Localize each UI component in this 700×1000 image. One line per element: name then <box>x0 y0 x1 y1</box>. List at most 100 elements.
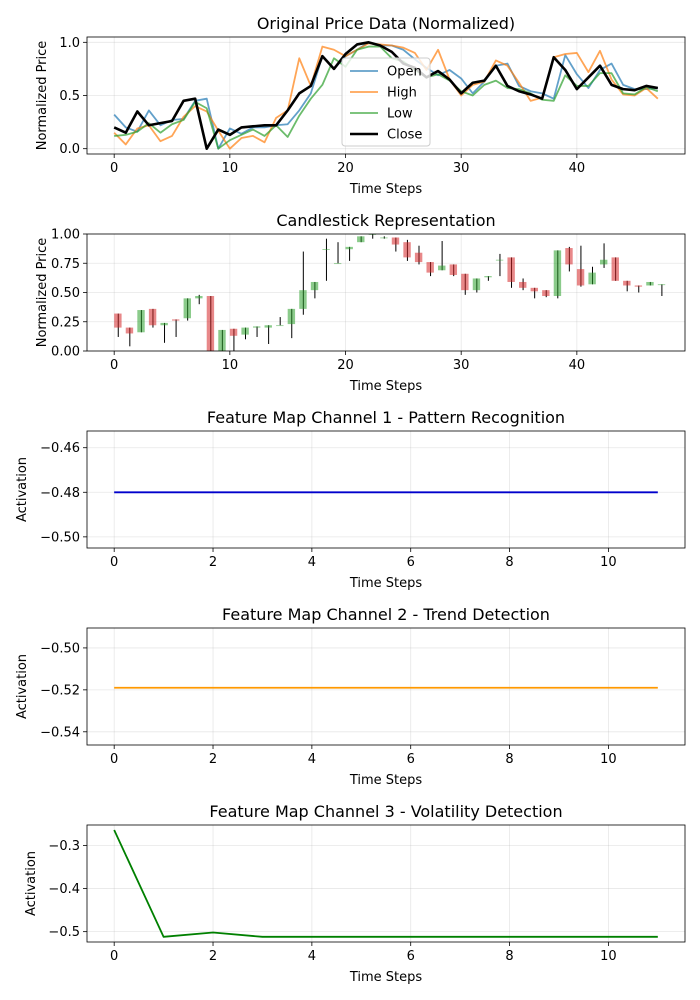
candle-body-down <box>403 242 411 258</box>
x-tick-label: 4 <box>308 555 316 570</box>
candle-body-up <box>183 298 191 319</box>
candle-body-up <box>241 327 249 335</box>
candle-body-up <box>484 276 492 278</box>
chart-title: Feature Map Channel 2 - Trend Detection <box>222 605 550 624</box>
candle-body-down <box>634 285 643 287</box>
y-tick-label: 0.25 <box>51 315 80 330</box>
candle-body-up <box>322 249 330 251</box>
x-tick-label: 6 <box>407 555 415 570</box>
x-tick-label: 2 <box>209 555 217 570</box>
legend: Open High Low Close <box>341 57 431 147</box>
y-axis-label: Activation <box>24 851 39 916</box>
candle-body-up <box>599 259 608 265</box>
candle-body-down <box>172 319 180 321</box>
candle-body-down <box>391 237 400 245</box>
chart-panel-3: 0 2 4 6 8 10 −0.50 −0.48 −0.46 Feature Map Channe… <box>15 408 686 591</box>
candle-body-up <box>345 246 353 250</box>
legend-label-high: High <box>387 86 417 101</box>
x-axis-label: Time Steps <box>349 379 423 394</box>
x-tick-label: 0 <box>110 161 118 176</box>
candle-body-down <box>449 264 458 275</box>
candle-body-down <box>519 281 527 288</box>
y-tick-label: −0.50 <box>40 641 80 656</box>
x-tick-label: 0 <box>110 555 118 570</box>
x-tick-label: 8 <box>505 949 513 964</box>
x-tick-label: 10 <box>600 752 617 767</box>
candle-body-up <box>252 326 261 328</box>
candle-body-up <box>495 259 504 261</box>
x-tick-label: 30 <box>453 161 470 176</box>
legend-label-close: Close <box>387 128 422 143</box>
candle-body-down <box>114 313 122 328</box>
y-tick-label: −0.48 <box>40 486 80 501</box>
plot-area <box>113 41 659 150</box>
candle-body-up <box>333 263 342 265</box>
y-tick-label: −0.4 <box>48 882 80 897</box>
chart-title: Feature Map Channel 3 - Volatility Detec… <box>209 802 562 821</box>
axes-frame <box>86 627 686 746</box>
candle-body-down <box>530 287 538 292</box>
y-axis-label: Activation <box>15 654 30 719</box>
x-tick-label: 20 <box>337 358 354 373</box>
candle-body-up <box>310 281 319 291</box>
series-line-low <box>114 45 659 150</box>
candle-body-up <box>264 325 272 328</box>
axes-frame <box>86 430 686 549</box>
plot-area <box>113 829 658 938</box>
x-tick-label: 8 <box>505 555 513 570</box>
candle-body-up <box>657 284 666 286</box>
y-tick-label: 1.0 <box>59 36 80 51</box>
x-tick-label: 40 <box>569 358 586 373</box>
candle-body-up <box>195 296 203 299</box>
y-tick-label: −0.54 <box>40 725 80 740</box>
y-axis-label: Normalized Price <box>35 238 50 348</box>
x-tick-label: 0 <box>110 949 118 964</box>
candle-body-down <box>461 273 469 291</box>
legend-box <box>341 57 431 147</box>
candle-body-up <box>357 236 365 243</box>
chart-panel-5: 0 2 4 6 8 10 −0.5 −0.4 −0.3 Feature Map Channel 3… <box>24 802 686 985</box>
x-tick-label: 0 <box>110 358 118 373</box>
axes-frame <box>86 824 686 943</box>
y-tick-label: 0.75 <box>51 257 80 272</box>
series-line-high <box>113 42 659 150</box>
x-tick-label: 10 <box>222 161 239 176</box>
candle-body-up <box>160 322 168 326</box>
x-tick-label: 4 <box>308 949 316 964</box>
legend-label-low: Low <box>387 107 413 122</box>
x-tick-label: 10 <box>600 555 617 570</box>
chart-panel-1: 0 10 20 30 40 0.0 0.5 1.0 Original Price Data (N… <box>35 14 686 197</box>
chart-panel-2: 0 10 20 30 40 0.00 0.25 0.50 0.75 1.00 Candlestick… <box>35 211 686 394</box>
y-axis-label: Normalized Price <box>35 41 50 151</box>
candle-body-up <box>137 310 145 333</box>
candle-body-up <box>438 265 446 271</box>
x-tick-label: 6 <box>407 949 415 964</box>
x-tick-label: 10 <box>600 949 617 964</box>
series-line-close <box>113 41 659 150</box>
candle-body-down <box>623 280 631 286</box>
x-axis-label: Time Steps <box>349 773 423 788</box>
candle-body-up <box>472 278 481 291</box>
y-axis-label: Activation <box>15 457 30 522</box>
chart-panel-4: 0 2 4 6 8 10 −0.54 −0.52 −0.50 Feature Map Channe… <box>15 605 686 788</box>
series-line-1 <box>113 829 658 938</box>
chart-title: Original Price Data (Normalized) <box>257 14 515 33</box>
y-tick-label: 0.50 <box>51 286 80 301</box>
candle-body-up <box>380 237 388 239</box>
y-tick-label: 0.00 <box>51 345 80 360</box>
candle-body-down <box>507 257 515 282</box>
candle-body-down <box>611 257 619 281</box>
y-tick-label: 0.5 <box>59 89 80 104</box>
y-tick-label: −0.50 <box>40 530 80 545</box>
chart-title: Feature Map Channel 1 - Pattern Recognit… <box>207 408 565 427</box>
x-tick-label: 0 <box>110 752 118 767</box>
candle-body-down <box>125 327 134 334</box>
x-axis-label: Time Steps <box>349 182 423 197</box>
y-tick-label: −0.5 <box>48 925 80 940</box>
x-tick-label: 40 <box>569 161 586 176</box>
candle-body-down <box>426 262 434 273</box>
y-tick-label: −0.46 <box>40 441 80 456</box>
candle-body-down <box>576 269 585 286</box>
candle-body-down <box>229 328 238 336</box>
